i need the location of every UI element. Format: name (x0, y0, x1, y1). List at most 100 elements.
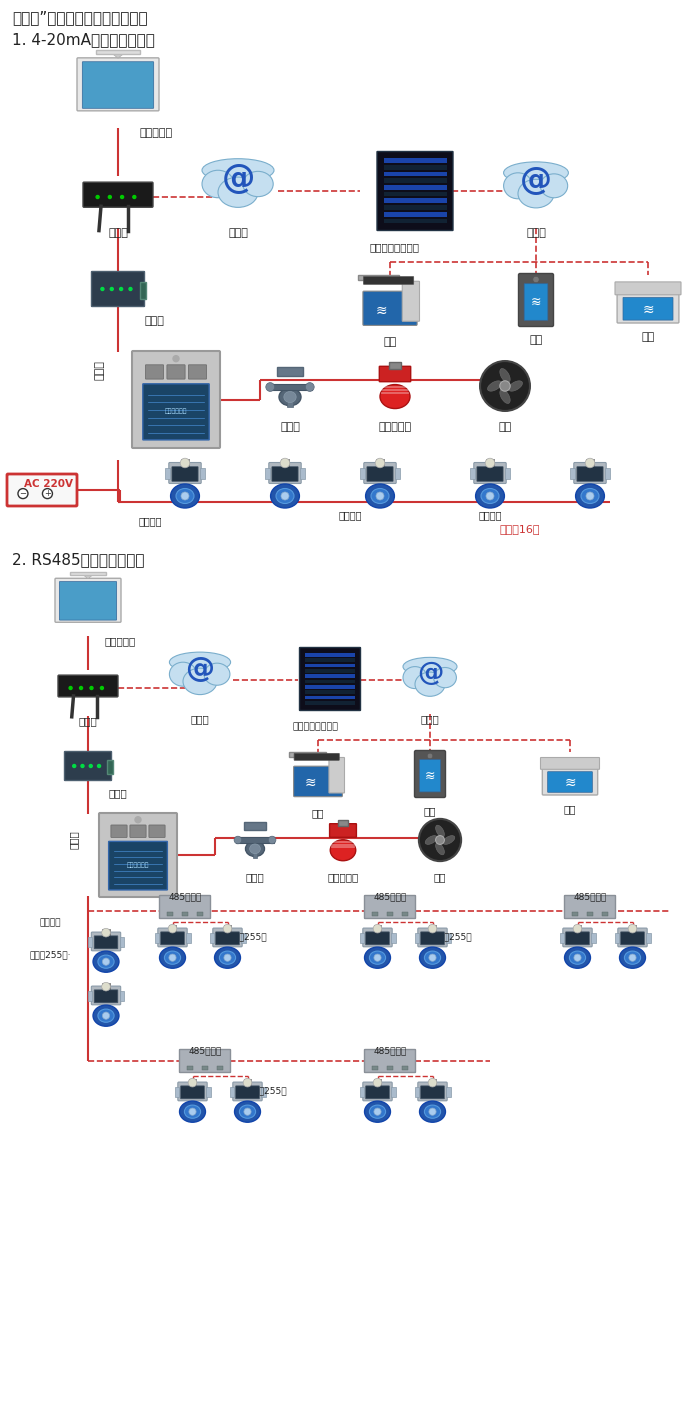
Bar (374, 926, 381, 933)
Ellipse shape (540, 174, 568, 198)
Ellipse shape (179, 1102, 206, 1123)
Bar (372, 912, 378, 916)
FancyBboxPatch shape (233, 1082, 262, 1100)
Text: −: − (20, 490, 27, 498)
Bar (402, 1065, 408, 1069)
Bar (265, 469, 270, 478)
Bar (570, 469, 575, 478)
FancyBboxPatch shape (379, 366, 411, 381)
Bar (167, 912, 173, 916)
Ellipse shape (488, 381, 502, 391)
Circle shape (585, 459, 595, 467)
Ellipse shape (184, 1104, 201, 1119)
FancyBboxPatch shape (149, 825, 165, 837)
Circle shape (100, 687, 104, 689)
Bar (241, 933, 246, 943)
Circle shape (180, 459, 190, 467)
Text: @: @ (416, 660, 443, 687)
FancyBboxPatch shape (365, 931, 389, 944)
Bar (102, 983, 110, 991)
Ellipse shape (443, 836, 455, 844)
Circle shape (90, 687, 93, 689)
Bar (338, 820, 348, 826)
Text: 信号输出: 信号输出 (139, 516, 162, 526)
Bar (304, 668, 355, 673)
Bar (155, 933, 159, 943)
Text: 可连接255台: 可连接255台 (433, 931, 472, 941)
FancyBboxPatch shape (7, 474, 77, 507)
Ellipse shape (93, 1005, 119, 1026)
Ellipse shape (481, 488, 499, 504)
Bar (402, 912, 408, 916)
Bar (505, 469, 510, 478)
FancyBboxPatch shape (269, 463, 301, 484)
Ellipse shape (564, 947, 591, 968)
Ellipse shape (581, 488, 599, 504)
FancyBboxPatch shape (294, 753, 340, 760)
Text: 通讯线: 通讯线 (69, 830, 79, 850)
Circle shape (374, 1109, 381, 1116)
Ellipse shape (433, 667, 456, 688)
Circle shape (376, 492, 384, 499)
Ellipse shape (419, 947, 445, 968)
FancyBboxPatch shape (178, 1082, 207, 1100)
FancyBboxPatch shape (111, 825, 127, 837)
FancyBboxPatch shape (418, 929, 447, 947)
Ellipse shape (424, 951, 440, 964)
Circle shape (280, 459, 290, 467)
Bar (384, 218, 447, 224)
FancyBboxPatch shape (419, 760, 440, 792)
FancyBboxPatch shape (542, 768, 598, 795)
Circle shape (96, 196, 99, 198)
Bar (224, 926, 231, 933)
Ellipse shape (500, 369, 510, 383)
Text: 声光报警器: 声光报警器 (328, 872, 358, 882)
Bar (358, 274, 399, 280)
Circle shape (80, 687, 83, 689)
Bar (268, 384, 312, 390)
Text: 路由器: 路由器 (108, 228, 128, 238)
FancyBboxPatch shape (188, 364, 206, 378)
FancyBboxPatch shape (330, 823, 356, 837)
FancyBboxPatch shape (363, 1082, 392, 1100)
Bar (381, 393, 409, 394)
Ellipse shape (93, 951, 119, 972)
FancyBboxPatch shape (158, 929, 187, 947)
FancyBboxPatch shape (172, 467, 198, 481)
FancyBboxPatch shape (547, 771, 592, 792)
FancyBboxPatch shape (364, 463, 396, 484)
Bar (574, 926, 581, 933)
Bar (197, 912, 203, 916)
FancyBboxPatch shape (160, 895, 211, 919)
Bar (572, 912, 578, 916)
Circle shape (102, 958, 110, 965)
Circle shape (429, 954, 436, 961)
FancyBboxPatch shape (91, 931, 120, 951)
Circle shape (486, 492, 494, 499)
Ellipse shape (171, 484, 199, 508)
Bar (304, 664, 355, 667)
Circle shape (480, 362, 530, 411)
FancyBboxPatch shape (363, 929, 392, 947)
Circle shape (485, 459, 495, 467)
Circle shape (168, 924, 177, 933)
Text: @: @ (221, 162, 255, 196)
Bar (304, 680, 355, 684)
Circle shape (181, 492, 189, 499)
FancyBboxPatch shape (623, 297, 673, 321)
Bar (304, 691, 355, 694)
Bar (414, 933, 419, 943)
Circle shape (18, 488, 28, 498)
Circle shape (428, 924, 437, 933)
FancyBboxPatch shape (563, 929, 592, 947)
Bar (395, 469, 400, 478)
Circle shape (69, 687, 72, 689)
Circle shape (169, 954, 176, 961)
Bar (384, 158, 447, 163)
Text: 电脑: 电脑 (384, 338, 397, 348)
Bar (374, 1079, 381, 1088)
Bar (206, 1088, 211, 1096)
Circle shape (102, 982, 111, 991)
Bar (244, 1079, 251, 1088)
Text: 485中继器: 485中继器 (169, 892, 202, 900)
